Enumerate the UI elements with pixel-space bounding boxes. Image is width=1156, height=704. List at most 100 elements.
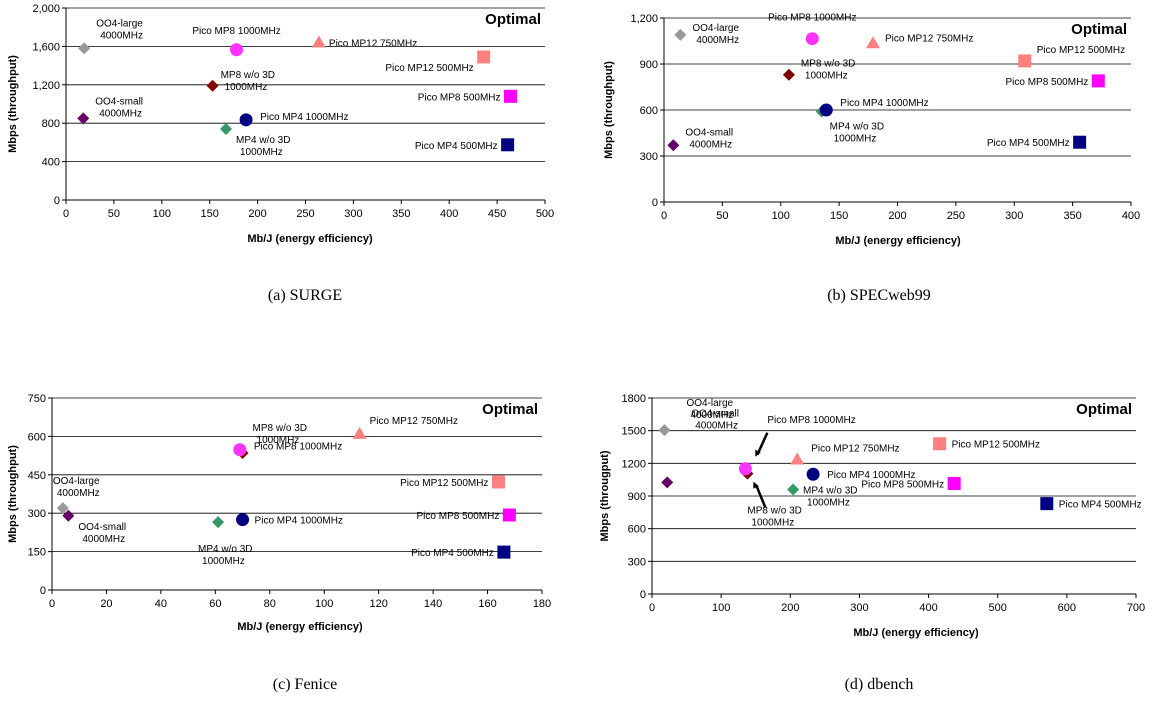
x-tick-label: 200 [888, 210, 906, 222]
point-pico-mp4-1000mhz-label: Pico MP4 1000MHz [255, 516, 343, 527]
y-tick-label: 900 [640, 59, 658, 71]
x-tick-label: 400 [919, 602, 937, 614]
point-pico-mp4-1000mhz-label: Pico MP4 1000MHz [827, 470, 915, 481]
point-mp8-w-o-3d-1000mhz-label: MP8 w/o 3D 1000MHz [253, 423, 307, 446]
x-tick-label: 300 [1005, 210, 1023, 222]
point-pico-mp4-500mhz-marker [1040, 497, 1054, 511]
x-tick-label: 100 [315, 598, 333, 610]
point-oo4-large-4000mhz-label: OO4-large 4000MHz [686, 398, 733, 421]
point-mp4-w-o-3d-1000mhz-marker [787, 483, 800, 496]
chart-fenice: 0 150 300 450 600 750 0 20 40 60 80 100 120 140 160 180… [7, 393, 551, 633]
arrow-mp8-1000-head [755, 449, 761, 457]
optimal-label: Optimal [485, 11, 541, 28]
point-pico-mp8-1000mhz-label: Pico MP8 1000MHz [192, 26, 280, 37]
point-pico-mp8-1000mhz-marker [230, 43, 244, 57]
x-tick-label: 700 [1127, 602, 1145, 614]
x-tick-label: 150 [830, 210, 848, 222]
point-pico-mp4-1000mhz-marker [806, 467, 820, 481]
x-axis-label: Mb/J (energy efficiency) [237, 621, 363, 633]
y-tick-label: 300 [628, 556, 646, 568]
arrow-mp8-wo3d-head [753, 481, 759, 489]
y-tick-label: 1800 [622, 393, 646, 405]
x-tick-label: 0 [649, 602, 655, 614]
point-pico-mp12-750mhz-marker [352, 426, 367, 439]
arrow-mp8-wo3d [755, 485, 767, 509]
x-tick-label: 250 [947, 210, 965, 222]
point-oo4-small-4000mhz-label: OO4-small 4000MHz [95, 96, 143, 119]
point-pico-mp4-1000mhz-marker [239, 113, 253, 127]
point-oo4-large-4000mhz-marker [78, 42, 91, 55]
point-mp8-w-o-3d-1000mhz-label: MP8 w/o 3D 1000MHz [801, 59, 855, 82]
x-tick-label: 120 [369, 598, 387, 610]
caption-fenice: (c) Fenice [272, 676, 338, 693]
point-pico-mp8-500mhz-marker [1091, 74, 1105, 88]
point-pico-mp12-500mhz-marker [933, 437, 947, 451]
point-pico-mp12-750mhz-label: Pico MP12 750MHz [885, 33, 973, 44]
point-oo4-large-4000mhz-label: OO4-large 4000MHz [692, 23, 739, 46]
x-tick-label: 250 [296, 208, 314, 220]
point-oo4-small-4000mhz-label: OO4-small 4000MHz [691, 408, 739, 431]
point-pico-mp8-500mhz-label: Pico MP8 500MHz [1005, 77, 1088, 88]
y-tick-label: 0 [652, 197, 658, 209]
point-oo4-large-4000mhz-marker [674, 28, 687, 41]
y-tick-label: 1500 [622, 426, 646, 438]
x-axis-label: Mb/J (energy efficiency) [247, 233, 373, 245]
x-tick-label: 400 [1122, 210, 1140, 222]
x-tick-label: 20 [100, 598, 112, 610]
point-mp4-w-o-3d-1000mhz-marker [219, 122, 232, 135]
y-tick-label: 450 [28, 470, 46, 482]
point-pico-mp12-750mhz-marker [865, 36, 880, 49]
point-pico-mp12-500mhz-marker [1018, 54, 1032, 68]
y-tick-label: 0 [640, 589, 646, 601]
x-tick-label: 300 [344, 208, 362, 220]
x-tick-label: 150 [201, 208, 219, 220]
x-tick-label: 0 [49, 598, 55, 610]
point-pico-mp8-1000mhz-marker [233, 443, 247, 457]
point-oo4-small-4000mhz-marker [661, 476, 674, 489]
y-tick-label: 1200 [622, 458, 646, 470]
x-tick-label: 50 [108, 208, 120, 220]
y-axis-label: Mbps (throughput) [7, 445, 19, 543]
point-oo4-large-4000mhz-label: OO4-large 4000MHz [53, 476, 100, 499]
point-pico-mp8-1000mhz-marker [738, 462, 752, 476]
point-pico-mp8-500mhz-marker [947, 476, 961, 490]
y-axis-label: Mbps (throughput) [7, 55, 19, 153]
y-tick-label: 150 [28, 547, 46, 559]
point-pico-mp4-500mhz-label: Pico MP4 500MHz [987, 138, 1070, 149]
caption-specweb99: (b) SPECweb99 [827, 287, 931, 304]
point-mp4-w-o-3d-1000mhz-label: MP4 w/o 3D 1000MHz [830, 122, 884, 145]
point-pico-mp4-500mhz-label: Pico MP4 500MHz [415, 141, 498, 152]
x-tick-label: 200 [781, 602, 799, 614]
y-tick-label: 600 [628, 524, 646, 536]
x-tick-label: 60 [209, 598, 221, 610]
y-tick-label: 1,600 [32, 41, 60, 53]
point-pico-mp4-500mhz-label: Pico MP4 500MHz [1059, 500, 1142, 511]
point-mp4-w-o-3d-1000mhz-marker [212, 516, 225, 529]
y-tick-label: 300 [28, 508, 46, 520]
point-oo4-small-4000mhz-label: OO4-small 4000MHz [685, 127, 733, 150]
point-pico-mp4-1000mhz-label: Pico MP4 1000MHz [840, 98, 928, 109]
point-mp8-w-o-3d-1000mhz-label: MP8 w/o 3D 1000MHz [747, 506, 801, 529]
optimal-label: Optimal [1071, 21, 1127, 38]
x-tick-label: 300 [850, 602, 868, 614]
x-tick-label: 50 [716, 210, 728, 222]
x-tick-label: 200 [248, 208, 266, 220]
point-oo4-small-4000mhz-marker [62, 509, 75, 522]
x-tick-label: 350 [1063, 210, 1081, 222]
caption-dbench: (d) dbench [844, 676, 914, 693]
x-axis-label: Mb/J (energy efficiency) [835, 235, 961, 247]
chart-surge: 0 400 800 1,200 1,600 2,000 0 50 100 150 200 250 300… [7, 3, 554, 245]
chart-specweb99: 0 300 600 900 1,200 0 50 100 150 200 250 300 350 400 M… [603, 13, 1140, 247]
point-mp4-w-o-3d-1000mhz-label: MP4 w/o 3D 1000MHz [803, 485, 857, 508]
point-mp4-w-o-3d-1000mhz-label: MP4 w/o 3D 1000MHz [236, 135, 290, 158]
y-tick-label: 300 [640, 151, 658, 163]
point-pico-mp8-1000mhz-label: Pico MP8 1000MHz [767, 415, 855, 426]
point-mp8-w-o-3d-1000mhz-label: MP8 w/o 3D 1000MHz [221, 70, 275, 93]
point-pico-mp8-500mhz-label: Pico MP8 500MHz [418, 92, 501, 103]
point-pico-mp4-1000mhz-marker [236, 513, 250, 527]
point-pico-mp12-500mhz-label: Pico MP12 500MHz [400, 478, 488, 489]
x-tick-label: 600 [1058, 602, 1076, 614]
point-oo4-large-4000mhz-marker [56, 502, 69, 515]
x-tick-label: 500 [989, 602, 1007, 614]
point-pico-mp12-500mhz-marker [477, 50, 491, 64]
